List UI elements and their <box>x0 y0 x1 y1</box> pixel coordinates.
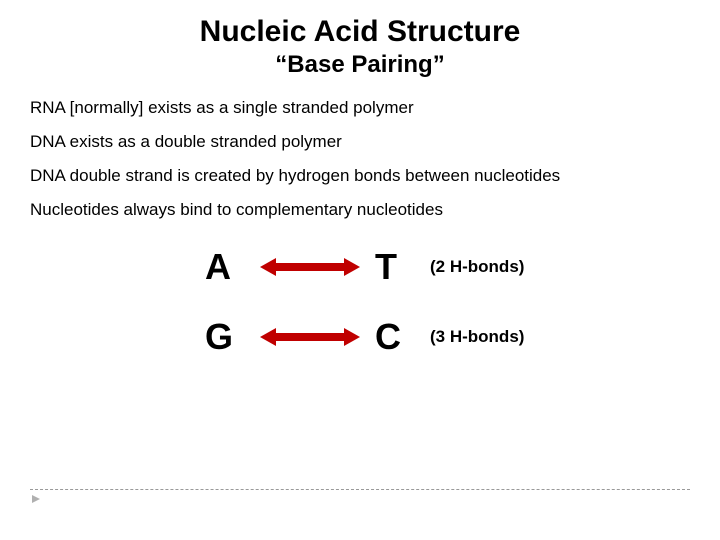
base-right-c: C <box>375 316 415 358</box>
body-line-2: DNA exists as a double stranded polymer <box>30 131 690 153</box>
slide-subtitle: “Base Pairing” <box>30 51 690 79</box>
pairing-section: A T (2 H-bonds) G C (3 H-bonds) <box>205 246 690 358</box>
body-line-4: Nucleotides always bind to complementary… <box>30 199 690 221</box>
double-arrow-icon <box>255 252 365 282</box>
base-left-g: G <box>205 316 245 358</box>
body-line-3: DNA double strand is created by hydrogen… <box>30 165 690 187</box>
hbond-note-at: (2 H-bonds) <box>430 257 524 277</box>
base-right-t: T <box>375 246 415 288</box>
footer-marker-icon <box>30 492 42 510</box>
hbond-note-gc: (3 H-bonds) <box>430 327 524 347</box>
pairing-row: A T (2 H-bonds) <box>205 246 690 288</box>
pairing-row: G C (3 H-bonds) <box>205 316 690 358</box>
body-line-1: RNA [normally] exists as a single strand… <box>30 97 690 119</box>
slide-title: Nucleic Acid Structure <box>30 15 690 49</box>
footer-divider <box>30 489 690 490</box>
double-arrow-icon <box>255 322 365 352</box>
base-left-a: A <box>205 246 245 288</box>
